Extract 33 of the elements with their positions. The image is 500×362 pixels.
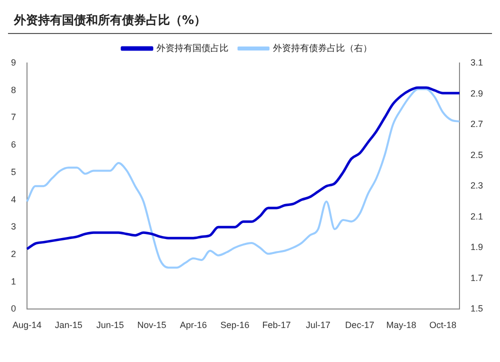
x-tick-label: Apr-16: [180, 320, 207, 330]
x-tick-label: Aug-14: [12, 320, 42, 330]
x-tick-label: Jul-17: [306, 320, 330, 330]
y2-tick-label: 2.3: [470, 180, 484, 191]
x-tick-label: May-18: [386, 320, 416, 330]
y2-tick-label: 1.7: [470, 272, 484, 283]
y-tick-label: 3: [10, 222, 16, 232]
y-tick-label: 4: [10, 194, 16, 204]
x-tick-label: Sep-16: [220, 320, 250, 330]
y-tick-label: 9: [10, 57, 16, 68]
y-tick-label: 0: [10, 304, 16, 314]
y2-tick-label: 3.1: [470, 57, 484, 68]
y-tick-label: 1: [10, 276, 16, 286]
y2-tick-label: 1.5: [470, 304, 484, 314]
y2-tick-label: 2.7: [470, 119, 484, 130]
x-tick-label: Dec-17: [345, 320, 374, 330]
y-tick-label: 5: [10, 166, 16, 177]
y-tick-label: 6: [10, 140, 16, 150]
legend-label: 外资持有国债占比: [156, 42, 228, 53]
x-tick-label: Oct-18: [429, 320, 456, 330]
y2-tick-label: 1.9: [470, 242, 484, 252]
y-tick-label: 7: [10, 112, 16, 122]
y2-tick-label: 2.9: [470, 88, 484, 98]
y2-tick-label: 2.5: [470, 150, 484, 160]
y2-tick-label: 2.1: [470, 211, 484, 222]
y-tick-label: 8: [10, 84, 16, 95]
x-tick-label: Jan-15: [54, 320, 82, 330]
chart-title: 外资持有国债和所有债券占比（%）: [8, 8, 492, 34]
legend-label: 外资持有债券占比（右）: [273, 42, 372, 53]
x-tick-label: Jun-15: [96, 320, 124, 330]
x-tick-label: Nov-15: [137, 320, 166, 330]
x-tick-label: Feb-17: [262, 320, 291, 330]
y-tick-label: 2: [10, 248, 16, 259]
